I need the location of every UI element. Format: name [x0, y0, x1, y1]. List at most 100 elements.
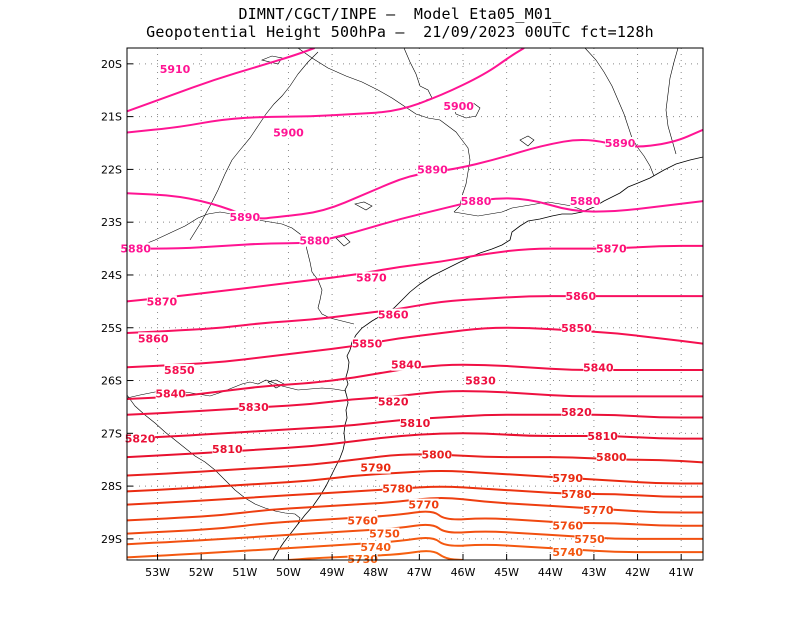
contour-label-bg — [583, 361, 614, 374]
contour-label-bg — [561, 488, 592, 501]
contour-label-bg — [347, 552, 378, 565]
contour-label-bg — [421, 448, 452, 461]
contour-label-bg — [160, 63, 190, 76]
contour-label-5810: 5810 — [212, 443, 243, 456]
contour-5790 — [127, 469, 703, 493]
contour-label-bg — [583, 503, 614, 516]
height-contours — [127, 48, 703, 560]
contour-label-5820: 5820 — [125, 433, 156, 446]
lon-tick-label: 42W — [625, 566, 650, 579]
contour-5850 — [127, 326, 703, 369]
contour-label-bg — [605, 137, 636, 150]
lon-tick-label: 49W — [320, 566, 345, 579]
contour-label-5860: 5860 — [138, 332, 169, 345]
lon-tick-label: 46W — [451, 566, 476, 579]
contour-label-bg — [229, 210, 260, 223]
contour-label-5870: 5870 — [147, 295, 178, 308]
contour-label-5900: 5900 — [443, 100, 474, 113]
contour-label-bg — [391, 358, 422, 371]
contour-5910 — [127, 48, 315, 113]
contour-label-bg — [552, 546, 583, 559]
contour-label-5750: 5750 — [369, 528, 400, 541]
contour-label-5810: 5810 — [587, 430, 618, 443]
contour-label-bg — [164, 363, 195, 376]
contour-label-5890: 5890 — [605, 137, 636, 150]
chart-title-line-1: DIMNT/CGCT/INPE – Model Eta05_M01_ — [238, 5, 562, 23]
graticule — [127, 48, 703, 560]
lat-tick-label: 22S — [101, 163, 122, 176]
contour-label-5880: 5880 — [299, 235, 330, 248]
contour-label-5790: 5790 — [360, 462, 391, 475]
contour-label-bg — [596, 242, 627, 255]
lon-tick-label: 41W — [669, 566, 694, 579]
contour-label-5830: 5830 — [238, 401, 269, 414]
contour-label-bg — [352, 337, 382, 350]
contour-label-bg — [378, 395, 409, 408]
chart-title-line-2: Geopotential Height 500hPa – 21/09/2023 … — [146, 23, 654, 41]
contour-label-5750: 5750 — [574, 533, 605, 546]
contour-label-5850: 5850 — [561, 322, 592, 335]
contour-label-bg — [587, 429, 618, 442]
contour-label-5850: 5850 — [164, 364, 195, 377]
contour-label-bg — [360, 540, 391, 553]
contour-label-bg — [378, 308, 409, 321]
contour-labels: 5910 5900 5900 5890 5890 5890 5880 5880 5880 5880… — [120, 63, 636, 566]
contour-label-bg — [369, 527, 400, 540]
contour-label-5910: 5910 — [160, 63, 191, 76]
contour-label-5800: 5800 — [422, 448, 453, 461]
lon-tick-label: 44W — [538, 566, 563, 579]
lon-tick-label: 45W — [494, 566, 519, 579]
contour-label-bg — [565, 290, 596, 303]
contour-label-5870: 5870 — [356, 272, 387, 285]
contour-label-bg — [155, 387, 186, 400]
contour-label-5730: 5730 — [347, 553, 378, 566]
contour-label-5770: 5770 — [583, 504, 614, 517]
contour-label-bg — [120, 242, 151, 255]
contour-label-bg — [596, 451, 627, 464]
lat-tick-label: 23S — [101, 216, 122, 229]
contour-label-bg — [238, 400, 269, 413]
contour-5880 — [127, 197, 703, 250]
lon-tick-label: 53W — [145, 566, 170, 579]
contour-label-5780: 5780 — [382, 483, 413, 496]
map-frame — [126, 47, 704, 561]
contour-5750 — [127, 523, 703, 546]
lat-tick-label: 21S — [101, 111, 122, 124]
contour-label-bg — [443, 100, 474, 113]
contour-label-5820: 5820 — [378, 396, 409, 409]
contour-label-bg — [146, 295, 177, 308]
contour-label-bg — [570, 195, 601, 208]
contour-label-5860: 5860 — [378, 309, 409, 322]
lat-tick-label: 20S — [101, 58, 122, 71]
contour-label-bg — [125, 432, 156, 445]
contour-label-bg — [552, 472, 583, 485]
lat-tick-label: 25S — [101, 322, 122, 335]
contour-5800 — [127, 453, 703, 477]
contour-5890 — [127, 128, 703, 220]
lon-tick-label: 52W — [189, 566, 214, 579]
contour-label-5770: 5770 — [408, 499, 439, 512]
lat-tick-label: 28S — [101, 480, 122, 493]
contour-5740 — [127, 537, 703, 559]
contour-label-5820: 5820 — [561, 406, 592, 419]
contour-label-5870: 5870 — [596, 243, 627, 256]
lon-tick-label: 43W — [581, 566, 606, 579]
contour-label-bg — [417, 163, 448, 176]
contour-label-bg — [461, 195, 492, 208]
contour-label-5860: 5860 — [566, 290, 597, 303]
contour-5900 — [127, 48, 525, 134]
lat-tick-label: 29S — [101, 533, 122, 546]
contour-label-5840: 5840 — [583, 361, 614, 374]
contour-label-bg — [138, 332, 169, 345]
contour-label-5780: 5780 — [561, 488, 592, 501]
contour-label-5900: 5900 — [273, 126, 304, 139]
contour-label-bg — [574, 532, 605, 545]
contour-label-bg — [552, 519, 583, 532]
contour-label-5740: 5740 — [360, 541, 391, 554]
lat-tick-label: 27S — [101, 427, 122, 440]
contour-label-5890: 5890 — [230, 211, 261, 224]
contour-label-5850: 5850 — [352, 338, 383, 351]
contour-label-bg — [356, 271, 387, 284]
contour-label-bg — [347, 514, 378, 527]
